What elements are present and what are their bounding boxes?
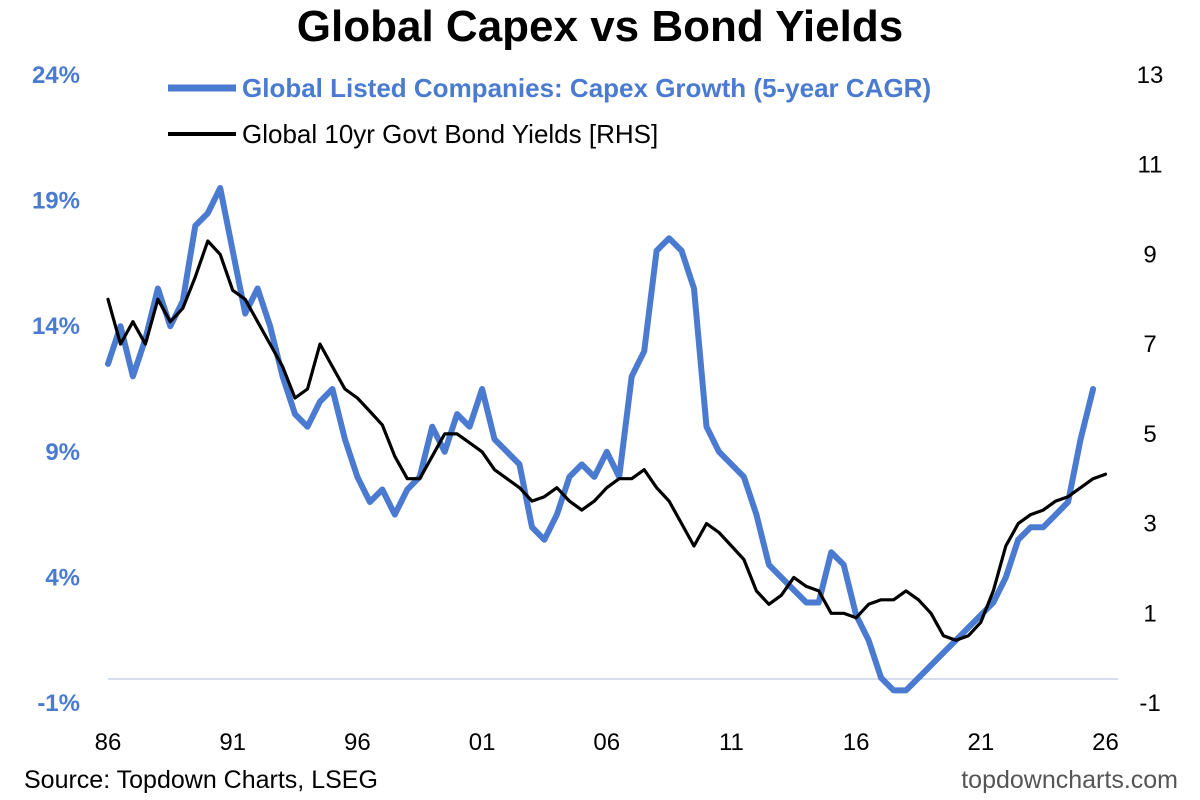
x-tick-label: 16 [843,729,870,756]
right-tick-label: 5 [1143,421,1156,448]
left-tick-label: -1% [37,690,80,717]
right-tick-label: 9 [1143,241,1156,268]
right-tick-label: 7 [1143,331,1156,358]
x-tick-label: 26 [1092,729,1119,756]
x-tick-label: 96 [344,729,371,756]
left-tick-label: 4% [45,564,80,591]
x-tick-label: 06 [593,729,620,756]
x-tick-label: 21 [967,729,994,756]
left-tick-label: 14% [32,313,80,340]
x-tick-label: 91 [219,729,246,756]
right-tick-label: 3 [1143,511,1156,538]
left-axis: 24% 19% 14% 9% 4% -1% [32,62,80,717]
chart-title: Global Capex vs Bond Yields [296,2,904,51]
series-line-bond-yields [106,239,1108,642]
right-tick-label: 1 [1143,600,1156,627]
right-tick-label: 13 [1137,62,1164,89]
x-tick-label: 01 [469,729,496,756]
x-axis: 86 91 96 01 06 11 16 21 26 [95,729,1119,756]
source-note: Source: Topdown Charts, LSEG [24,766,378,794]
watermark: topdowncharts.com [961,766,1178,794]
right-tick-label: 11 [1138,152,1163,179]
x-tick-label: 86 [95,729,122,756]
legend-label-yields: Global 10yr Govt Bond Yields [RHS] [242,119,658,149]
series-line-capex-growth [105,185,1097,694]
right-tick-label: -1 [1139,690,1160,717]
left-tick-label: 9% [45,439,80,466]
legend-label-capex: Global Listed Companies: Capex Growth (5… [242,73,931,103]
x-tick-label: 11 [719,729,744,756]
left-tick-label: 19% [32,188,80,215]
left-tick-label: 24% [32,62,80,89]
right-axis: 13 11 9 7 5 3 1 -1 [1137,62,1164,717]
legend: Global Listed Companies: Capex Growth (5… [168,73,931,149]
